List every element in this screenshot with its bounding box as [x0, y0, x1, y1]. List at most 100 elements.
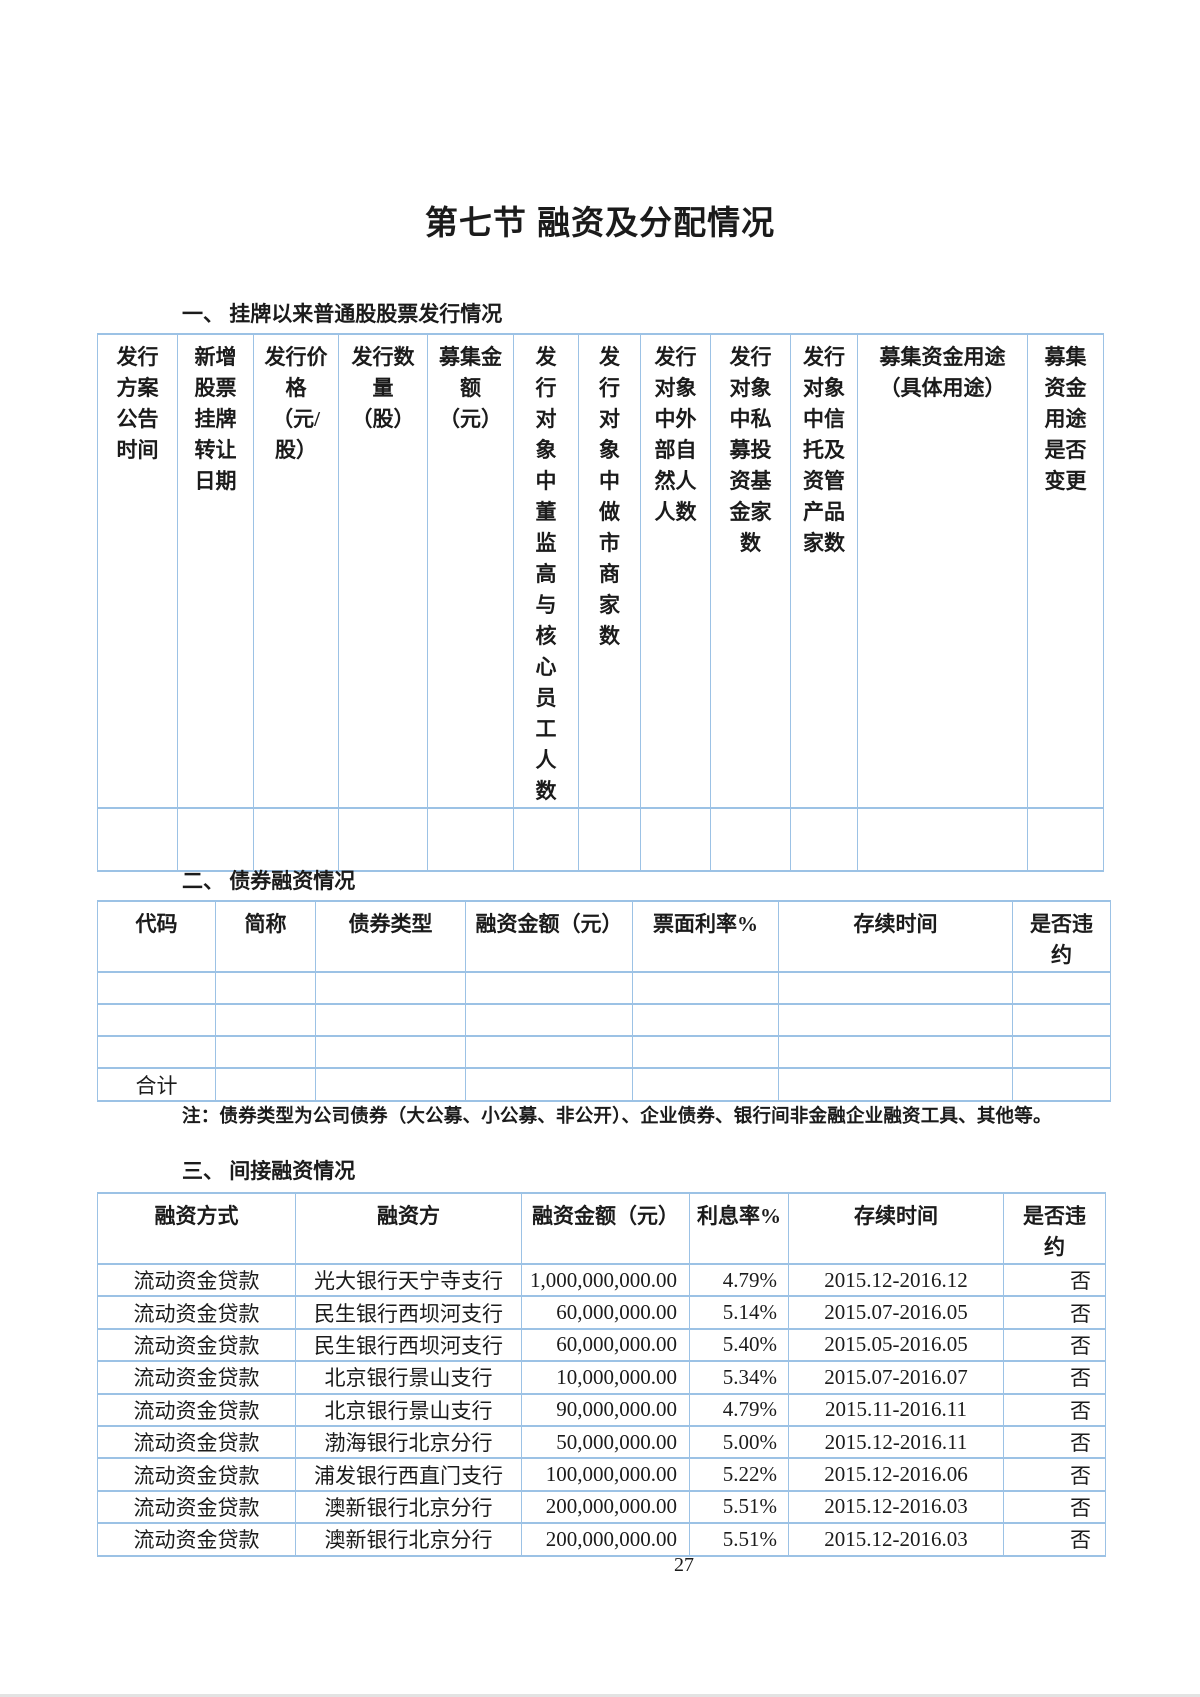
- bond-empty-cell: [1012, 1003, 1111, 1037]
- cell-amount: 50,000,000.00: [521, 1424, 690, 1460]
- indirect-financing-table: 融资方式 融资方 融资金额（元） 利息率% 存续时间 是否违 约 流动资金贷款 …: [97, 1192, 1106, 1557]
- bond-total-label: 合计: [97, 1067, 216, 1102]
- bond-col-short-name: 简称: [215, 900, 316, 973]
- cell-method: 流动资金贷款: [97, 1489, 296, 1525]
- stock-empty-cell: [338, 807, 428, 872]
- indirect-row: 流动资金贷款 澳新银行北京分行 200,000,000.00 5.51% 201…: [97, 1522, 1106, 1557]
- cell-default: 否: [1003, 1522, 1106, 1557]
- bond-empty-cell: [778, 1035, 1013, 1069]
- cell-amount: 200,000,000.00: [521, 1489, 690, 1525]
- indirect-col-default: 是否违 约: [1003, 1192, 1106, 1265]
- stock-col-market-makers-count: 发 行 对 象 中 做 市 商 家 数: [578, 333, 641, 809]
- bond-empty-cell: [778, 1067, 1013, 1102]
- cell-financier: 民生银行西坝河支行: [295, 1295, 522, 1330]
- bond-empty-cell: [215, 971, 316, 1005]
- stock-col-private-funds-count: 发行 对象 中私 募投 资基 金家 数: [710, 333, 791, 809]
- cell-interest-rate: 5.34%: [689, 1360, 789, 1395]
- stock-issuance-table: 发行 方案 公告 时间 新增 股票 挂牌 转让 日期 发行价 格 （元/ 股） …: [97, 333, 1104, 872]
- indirect-header-row: 融资方式 融资方 融资金额（元） 利息率% 存续时间 是否违 约: [97, 1192, 1106, 1265]
- bond-empty-cell: [632, 1035, 779, 1069]
- stock-empty-cell: [790, 807, 858, 872]
- cell-interest-rate: 4.79%: [689, 1262, 789, 1298]
- stock-col-announce-date: 发行 方案 公告 时间: [97, 333, 178, 809]
- cell-duration: 2015.05-2016.05: [788, 1327, 1004, 1363]
- bond-header-row: 代码 简称 债券类型 融资金额（元） 票面利率% 存续时间 是否违 约: [97, 900, 1111, 973]
- cell-default: 否: [1003, 1295, 1106, 1330]
- bond-empty-cell: [465, 971, 633, 1005]
- page-bottom-edge: [0, 1694, 1200, 1697]
- indirect-row: 流动资金贷款 光大银行天宁寺支行 1,000,000,000.00 4.79% …: [97, 1262, 1106, 1298]
- cell-amount: 100,000,000.00: [521, 1457, 690, 1492]
- bond-col-code: 代码: [97, 900, 216, 973]
- indirect-col-financier: 融资方: [295, 1192, 522, 1265]
- indirect-row: 流动资金贷款 浦发银行西直门支行 100,000,000.00 5.22% 20…: [97, 1457, 1106, 1492]
- indirect-row: 流动资金贷款 渤海银行北京分行 50,000,000.00 5.00% 2015…: [97, 1424, 1106, 1460]
- cell-interest-rate: 5.00%: [689, 1424, 789, 1460]
- cell-default: 否: [1003, 1360, 1106, 1395]
- bond-empty-cell: [1012, 1067, 1111, 1102]
- cell-duration: 2015.12-2016.11: [788, 1424, 1004, 1460]
- cell-method: 流动资金贷款: [97, 1360, 296, 1395]
- cell-financier: 北京银行景山支行: [295, 1360, 522, 1395]
- cell-method: 流动资金贷款: [97, 1457, 296, 1492]
- bond-total-row: 合计: [97, 1067, 1111, 1102]
- bond-type-note: 注：债券类型为公司债券（大公募、小公募、非公开）、企业债券、银行间非金融企业融资…: [182, 1107, 1052, 1127]
- bond-col-duration: 存续时间: [778, 900, 1013, 973]
- cell-default: 否: [1003, 1489, 1106, 1525]
- page-title: 第七节 融资及分配情况: [424, 204, 776, 241]
- cell-financier: 渤海银行北京分行: [295, 1424, 522, 1460]
- cell-interest-rate: 5.22%: [689, 1457, 789, 1492]
- cell-financier: 民生银行西坝河支行: [295, 1327, 522, 1363]
- cell-amount: 60,000,000.00: [521, 1327, 690, 1363]
- stock-col-trust-products-count: 发行 对象 中信 托及 资管 产品 家数: [790, 333, 858, 809]
- cell-duration: 2015.12-2016.03: [788, 1522, 1004, 1557]
- indirect-row: 流动资金贷款 民生银行西坝河支行 60,000,000.00 5.14% 201…: [97, 1295, 1106, 1330]
- cell-duration: 2015.12-2016.03: [788, 1489, 1004, 1525]
- indirect-row: 流动资金贷款 澳新银行北京分行 200,000,000.00 5.51% 201…: [97, 1489, 1106, 1525]
- cell-method: 流动资金贷款: [97, 1327, 296, 1363]
- stock-col-issue-price: 发行价 格 （元/ 股）: [253, 333, 339, 809]
- indirect-row: 流动资金贷款 北京银行景山支行 10,000,000.00 5.34% 2015…: [97, 1360, 1106, 1395]
- cell-financier: 澳新银行北京分行: [295, 1489, 522, 1525]
- cell-default: 否: [1003, 1392, 1106, 1427]
- bond-empty-row: [97, 1035, 1111, 1069]
- bond-financing-table: 代码 简称 债券类型 融资金额（元） 票面利率% 存续时间 是否违 约: [97, 900, 1111, 1102]
- stock-col-issue-quantity: 发行数 量 （股）: [338, 333, 428, 809]
- cell-duration: 2015.11-2016.11: [788, 1392, 1004, 1427]
- section-heading-bond-financing: 二、 债券融资情况: [182, 869, 356, 893]
- stock-empty-row: [97, 807, 1104, 872]
- stock-empty-cell: [513, 807, 579, 872]
- cell-default: 否: [1003, 1457, 1106, 1492]
- bond-col-default: 是否违 约: [1012, 900, 1111, 973]
- cell-interest-rate: 4.79%: [689, 1392, 789, 1427]
- indirect-col-duration: 存续时间: [788, 1192, 1004, 1265]
- bond-empty-cell: [215, 1003, 316, 1037]
- bond-empty-cell: [215, 1035, 316, 1069]
- section-heading-indirect-financing: 三、 间接融资情况: [182, 1159, 356, 1183]
- bond-empty-cell: [97, 1003, 216, 1037]
- indirect-row: 流动资金贷款 北京银行景山支行 90,000,000.00 4.79% 2015…: [97, 1392, 1106, 1427]
- cell-amount: 200,000,000.00: [521, 1522, 690, 1557]
- stock-empty-cell: [97, 807, 178, 872]
- cell-financier: 浦发银行西直门支行: [295, 1457, 522, 1492]
- bond-empty-cell: [215, 1067, 316, 1102]
- indirect-col-interest-rate: 利息率%: [689, 1192, 789, 1265]
- stock-empty-cell: [253, 807, 339, 872]
- bond-empty-cell: [778, 1003, 1013, 1037]
- cell-interest-rate: 5.51%: [689, 1522, 789, 1557]
- cell-default: 否: [1003, 1424, 1106, 1460]
- bond-empty-cell: [632, 971, 779, 1005]
- bond-empty-cell: [315, 971, 466, 1005]
- cell-method: 流动资金贷款: [97, 1522, 296, 1557]
- stock-col-raised-amount: 募集金 额 （元）: [427, 333, 514, 809]
- bond-empty-cell: [632, 1067, 779, 1102]
- cell-amount: 1,000,000,000.00: [521, 1262, 690, 1298]
- indirect-col-method: 融资方式: [97, 1192, 296, 1265]
- cell-method: 流动资金贷款: [97, 1262, 296, 1298]
- cell-amount: 60,000,000.00: [521, 1295, 690, 1330]
- cell-duration: 2015.12-2016.12: [788, 1262, 1004, 1298]
- cell-amount: 90,000,000.00: [521, 1392, 690, 1427]
- cell-interest-rate: 5.40%: [689, 1327, 789, 1363]
- stock-empty-cell: [640, 807, 711, 872]
